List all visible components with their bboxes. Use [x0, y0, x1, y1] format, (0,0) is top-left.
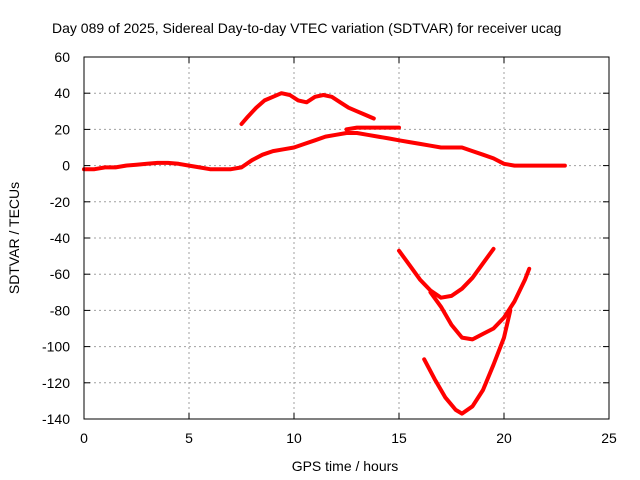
grid-lines [84, 57, 609, 419]
series-line-lower-curve-2 [428, 266, 532, 342]
chart-title: Day 089 of 2025, Sidereal Day-to-day VTE… [52, 20, 561, 36]
x-tick-label: 5 [185, 430, 193, 446]
x-tick-label: 20 [496, 430, 512, 446]
series-lines [82, 91, 567, 416]
series-line-lower-curve-1 [397, 246, 496, 300]
y-tick-label: -140 [42, 411, 70, 427]
series-line-upper-arc [239, 91, 376, 126]
y-tick-label: -100 [42, 339, 70, 355]
y-tick-label: -120 [42, 375, 70, 391]
y-tick-label: -60 [50, 266, 70, 282]
y-tick-label: 20 [54, 121, 70, 137]
x-axis-label: GPS time / hours [292, 458, 399, 474]
x-tick-label: 0 [80, 430, 88, 446]
x-tick-label: 10 [286, 430, 302, 446]
x-tick-label: 15 [391, 430, 407, 446]
y-axis-label: SDTVAR / TECUs [6, 182, 22, 294]
y-tick-label: 40 [54, 85, 70, 101]
y-tick-label: 60 [54, 49, 70, 65]
x-tick-label: 25 [601, 430, 617, 446]
series-line-lower-curve-3 [422, 308, 513, 416]
series-line-mid-arc [344, 125, 401, 132]
axis-ticks: 0 5 10 15 20 25 -140 -120 -100 -80 -60 -40 -20 0 20 40 6… [42, 49, 617, 446]
y-tick-label: -40 [50, 230, 70, 246]
series-line-baseline-track [82, 131, 567, 172]
y-tick-label: -80 [50, 302, 70, 318]
y-tick-label: -20 [50, 194, 70, 210]
y-tick-label: 0 [62, 158, 70, 174]
